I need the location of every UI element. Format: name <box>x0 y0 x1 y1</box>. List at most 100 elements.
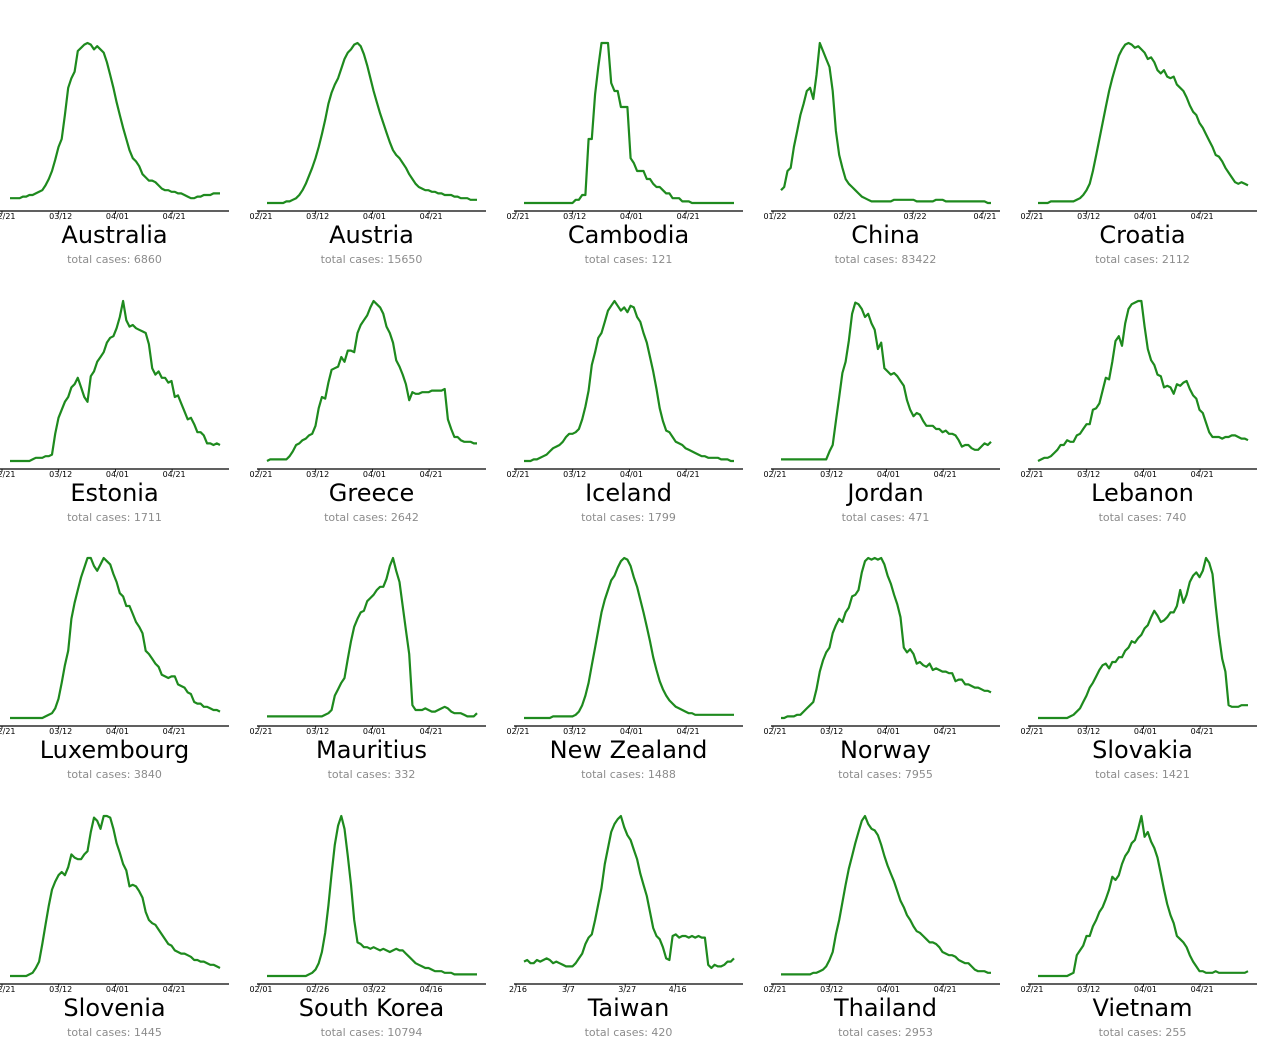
x-tick-label: 02/21 <box>1020 212 1043 221</box>
x-tick-label: 04/21 <box>420 470 443 479</box>
x-tick-label: 4/16 <box>669 985 687 994</box>
country-line-chart: 02/21 03/12 04/01 04/21 <box>506 299 743 479</box>
x-tick-label: 3/7 <box>562 985 575 994</box>
daily-cases-series-line <box>266 299 477 462</box>
country-name: Norway <box>839 736 932 764</box>
x-tick-label: 2/16 <box>509 985 527 994</box>
country-name: Thailand <box>833 994 938 1022</box>
x-tick-label: 03/12 <box>1077 985 1100 994</box>
country-line-chart: 02/21 03/12 04/01 04/21 <box>1020 814 1257 994</box>
country-name: Slovakia <box>1092 736 1193 764</box>
country-line-chart: 02/21 03/12 04/01 04/21 <box>0 299 229 479</box>
daily-cases-series-line <box>267 814 477 978</box>
x-tick-label: 04/21 <box>420 212 443 221</box>
country-name: Luxembourg <box>39 736 190 764</box>
x-tick-label: 04/21 <box>163 727 186 736</box>
x-tick-label: 03/12 <box>306 470 329 479</box>
country-panel: 02/21 03/12 04/01 04/21 Croatia total cases: … <box>1020 0 1285 266</box>
x-tick-label: 02/21 <box>249 727 272 736</box>
daily-cases-series-line <box>1038 814 1249 978</box>
x-tick-label: 04/01 <box>1134 985 1157 994</box>
x-tick-label: 04/21 <box>1191 727 1214 736</box>
x-tick-label: 04/21 <box>420 727 443 736</box>
country-panel: 02/21 03/12 04/01 04/21 Slovakia total cases:… <box>1020 515 1285 781</box>
country-line-chart: 02/21 03/12 04/01 04/21 <box>0 41 229 221</box>
country-name: Cambodia <box>567 221 690 249</box>
x-tick-label: 03/12 <box>306 212 329 221</box>
total-cases-label: total cases: 1799 <box>581 511 676 524</box>
x-tick-label: 02/21 <box>763 985 786 994</box>
daily-cases-series-line <box>10 41 220 200</box>
x-tick-label: 04/21 <box>677 212 700 221</box>
daily-cases-series-line <box>10 556 221 720</box>
country-name: Greece <box>328 479 415 507</box>
x-tick-label: 02/21 <box>833 212 856 221</box>
total-cases-label: total cases: 10794 <box>320 1026 423 1039</box>
x-tick-label: 04/01 <box>363 212 386 221</box>
x-tick-label: 03/12 <box>563 470 586 479</box>
country-name: Slovenia <box>63 994 166 1022</box>
x-tick-label: 04/21 <box>934 727 957 736</box>
x-tick-label: 02/01 <box>249 985 272 994</box>
country-line-chart: 2/16 3/7 3/27 4/16 <box>509 814 743 994</box>
x-tick-label: 02/21 <box>1020 985 1043 994</box>
x-tick-label: 04/01 <box>620 470 643 479</box>
x-tick-label: 04/01 <box>363 727 386 736</box>
x-tick-label: 03/22 <box>363 985 386 994</box>
x-tick-label: 04/21 <box>163 985 186 994</box>
country-line-chart: 02/01 02/26 03/22 04/16 <box>249 814 486 994</box>
country-panel: 02/21 03/12 04/01 04/21 Austria total cases: … <box>249 0 514 266</box>
daily-cases-series-line <box>10 814 221 978</box>
daily-cases-series-line <box>781 556 992 720</box>
x-tick-label: 03/12 <box>1077 727 1100 736</box>
total-cases-label: total cases: 7955 <box>838 768 933 781</box>
total-cases-label: total cases: 332 <box>327 768 416 781</box>
x-tick-label: 04/01 <box>363 470 386 479</box>
country-line-chart: 02/21 03/12 04/01 04/21 <box>0 556 229 736</box>
daily-cases-series-line <box>780 41 991 205</box>
country-panel: 02/21 03/12 04/01 04/21 New Zealand total cas… <box>506 515 771 781</box>
x-tick-label: 02/21 <box>763 727 786 736</box>
country-name: China <box>851 221 920 249</box>
x-tick-label: 03/12 <box>1077 470 1100 479</box>
country-line-chart: 02/21 03/12 04/01 04/21 <box>1020 41 1257 221</box>
country-name: Croatia <box>1099 221 1186 249</box>
x-tick-label: 03/12 <box>820 985 843 994</box>
x-tick-label: 3/27 <box>618 985 636 994</box>
total-cases-label: total cases: 1488 <box>581 768 676 781</box>
country-name: New Zealand <box>549 736 708 764</box>
x-tick-label: 04/01 <box>106 985 129 994</box>
country-name: Estonia <box>70 479 159 507</box>
total-cases-label: total cases: 420 <box>584 1026 673 1039</box>
x-tick-label: 03/12 <box>563 727 586 736</box>
total-cases-label: total cases: 1445 <box>67 1026 162 1039</box>
country-panel: 02/21 03/12 04/01 04/21 Thailand total cases:… <box>763 773 1028 1039</box>
country-line-chart: 02/21 03/12 04/01 04/21 <box>249 299 486 479</box>
x-tick-label: 04/01 <box>620 212 643 221</box>
x-tick-label: 04/21 <box>163 212 186 221</box>
country-name: Mauritius <box>316 736 427 764</box>
x-tick-label: 04/01 <box>620 727 643 736</box>
total-cases-label: total cases: 255 <box>1098 1026 1187 1039</box>
x-tick-label: 03/12 <box>563 212 586 221</box>
x-tick-label: 04/21 <box>677 470 700 479</box>
daily-cases-series-line <box>267 556 478 718</box>
x-tick-label: 04/21 <box>1191 470 1214 479</box>
country-line-chart: 02/21 03/12 04/01 04/21 <box>763 301 1000 479</box>
x-tick-label: 04/21 <box>1191 212 1214 221</box>
x-tick-label: 02/21 <box>506 212 529 221</box>
total-cases-label: total cases: 740 <box>1098 511 1187 524</box>
x-tick-label: 02/21 <box>249 212 272 221</box>
daily-cases-series-line <box>1038 41 1249 205</box>
country-panel: 02/21 03/12 04/01 04/21 Mauritius total cases… <box>249 515 514 781</box>
x-tick-label: 04/21 <box>163 470 186 479</box>
x-tick-label: 04/01 <box>106 470 129 479</box>
x-tick-label: 03/22 <box>904 212 927 221</box>
x-tick-label: 02/21 <box>506 470 529 479</box>
country-panel: 02/21 03/12 04/01 04/21 Vietnam total cases: … <box>1020 773 1285 1039</box>
x-tick-label: 04/01 <box>877 727 900 736</box>
daily-cases-series-line <box>524 41 734 205</box>
total-cases-label: total cases: 2953 <box>838 1026 933 1039</box>
daily-cases-series-line <box>523 814 735 970</box>
